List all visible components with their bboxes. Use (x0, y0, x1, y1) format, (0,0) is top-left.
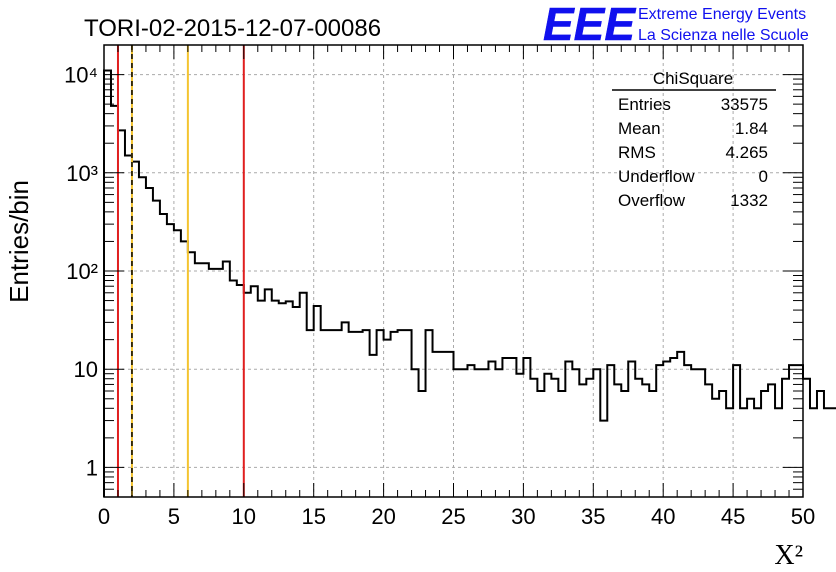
y-tick-label: 10⁴ (64, 63, 98, 88)
y-tick-label: 10² (66, 259, 98, 284)
x-tick-label: 35 (581, 504, 605, 529)
y-tick-label: 10³ (66, 161, 98, 186)
stats-row-label: Entries (618, 95, 671, 114)
x-tick-label: 40 (651, 504, 675, 529)
stats-title: ChiSquare (653, 69, 733, 88)
stats-row-label: Underflow (618, 167, 695, 186)
stats-row-value: 1.84 (735, 119, 768, 138)
x-tick-label: 10 (232, 504, 256, 529)
x-tick-label: 20 (371, 504, 395, 529)
x-tick-label: 15 (301, 504, 325, 529)
eee-logo-line1: Extreme Energy Events (638, 6, 806, 23)
axes: 0 5 10 15 20 25 30 35 40 45 50 1 10 10² 10³ 10⁴ (64, 44, 815, 529)
x-axis-title: X² (774, 540, 803, 571)
eee-logo: EEE Extreme Energy Events La Scienza nel… (543, 0, 809, 50)
stats-row-value: 4.265 (725, 143, 768, 162)
x-tick-label: 0 (98, 504, 110, 529)
stats-box: ChiSquare Entries 33575 Mean 1.84 RMS 4.265 Un… (612, 69, 776, 210)
stats-row-label: Overflow (618, 191, 686, 210)
stats-row-value: 0 (759, 167, 768, 186)
x-tick-label: 45 (721, 504, 745, 529)
eee-logo-line2: La Scienza nelle Scuole (638, 27, 809, 44)
stats-row-value: 33575 (721, 95, 768, 114)
x-tick-label: 25 (441, 504, 465, 529)
y-tick-label: 10 (74, 357, 98, 382)
threshold-lines (116, 45, 245, 497)
stats-row-label: Mean (618, 119, 661, 138)
y-axis-title: Entries/bin (4, 180, 34, 303)
x-tick-label: 5 (168, 504, 180, 529)
histogram (103, 69, 836, 497)
histogram-outline (103, 69, 836, 497)
stats-row-label: RMS (618, 143, 656, 162)
stats-row-value: 1332 (730, 191, 768, 210)
x-tick-label: 50 (791, 504, 815, 529)
eee-logo-mark: EEE (543, 0, 636, 50)
y-tick-label: 1 (86, 455, 98, 480)
chart-title: TORI-02-2015-12-07-00086 (84, 15, 381, 42)
x-tick-label: 30 (511, 504, 535, 529)
